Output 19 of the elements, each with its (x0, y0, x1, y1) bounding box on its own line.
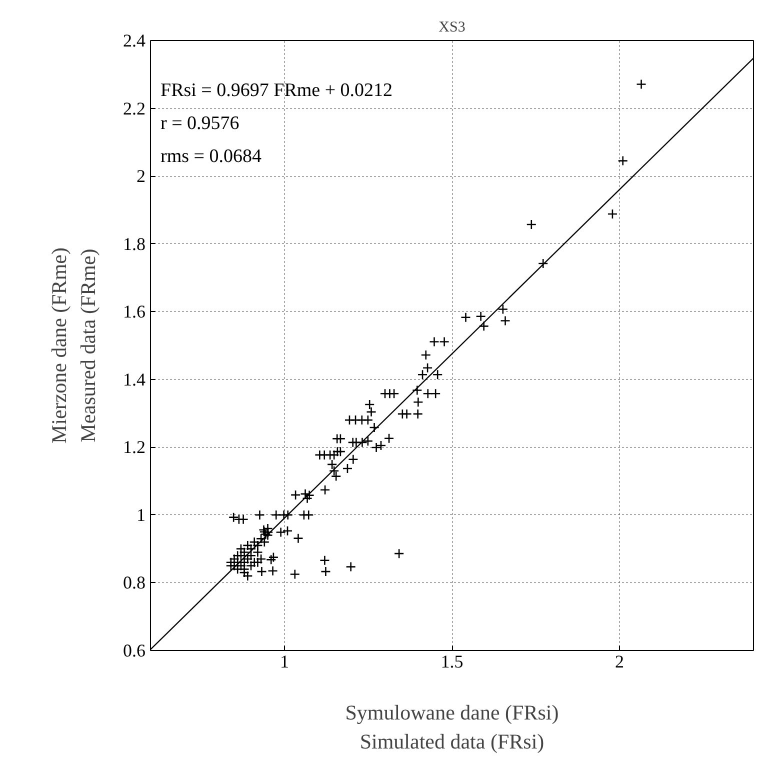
y-tick-label: 1.6 (123, 302, 146, 322)
y-tick-label: 1.2 (123, 437, 146, 458)
y-axis-title: Mierzone dane (FRme) Measured data (FRme) (47, 248, 100, 444)
y-tick-label: 1.8 (123, 234, 146, 254)
y-tick-label: 0.8 (123, 572, 146, 593)
annotation: r = 0.9576 (160, 113, 240, 134)
y-tick-label: 2.2 (123, 98, 146, 118)
x-tick-label: 2 (615, 652, 624, 672)
chart-title: XS3 (438, 20, 466, 36)
y-tick-label: 2.4 (123, 30, 146, 50)
x-tick-label: 1.5 (440, 652, 464, 672)
y-tick-label: 1 (136, 504, 146, 525)
annotation: FRsi = 0.9697 FRme + 0.0212 (160, 80, 393, 101)
x-tick-label: 1 (280, 652, 289, 672)
y-tick-label: 1.4 (123, 369, 146, 390)
y-tick-label: 0.6 (123, 640, 146, 660)
annotation: rms = 0.0684 (160, 146, 262, 167)
y-tick-label: 2 (136, 166, 146, 186)
x-axis-title: Symulowane dane (FRsi) Simulated data (FRsi) (345, 700, 559, 754)
